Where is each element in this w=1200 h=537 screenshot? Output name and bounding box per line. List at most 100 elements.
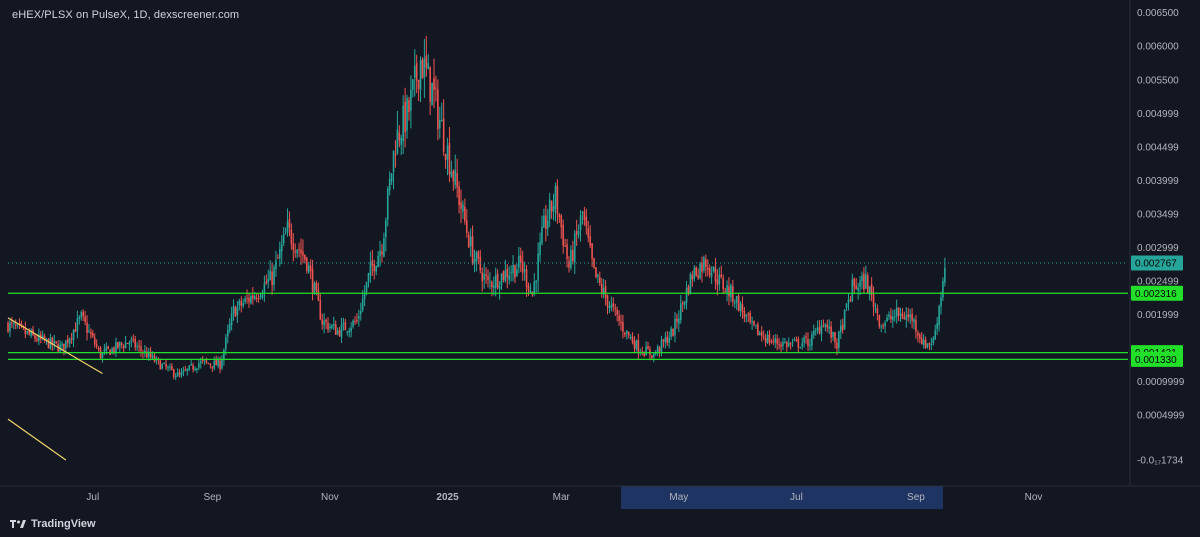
candle-body	[732, 286, 734, 302]
candle	[593, 257, 595, 269]
candle-body	[759, 332, 761, 336]
candle	[903, 311, 906, 320]
candle-body	[799, 347, 802, 349]
candle-body	[404, 101, 406, 133]
candle-body	[656, 346, 659, 354]
candle	[726, 280, 728, 302]
candle-body	[863, 273, 865, 290]
candle-body	[801, 343, 804, 347]
candle	[471, 225, 474, 266]
candle-body	[383, 238, 385, 257]
candle-body	[552, 206, 555, 213]
candle-body	[575, 230, 578, 235]
candle-body	[236, 306, 239, 316]
candle-body	[728, 286, 730, 297]
candle	[658, 345, 661, 358]
x-tick-label: 2025	[436, 492, 459, 503]
candle	[284, 227, 287, 235]
price-axis[interactable]: 0.006500 0.006000 0.005500 0.004999 0.004499…	[1137, 8, 1185, 466]
candle	[624, 331, 626, 338]
candle	[292, 233, 295, 262]
candle-body	[876, 308, 879, 314]
candle-body	[633, 341, 636, 349]
candle	[866, 272, 869, 294]
candle-body	[706, 267, 709, 270]
candle	[448, 126, 451, 183]
candle-body	[363, 292, 366, 299]
candle	[140, 340, 142, 357]
candle-body	[787, 342, 790, 347]
candle-body	[820, 324, 823, 335]
candle-body	[699, 263, 701, 279]
candle	[516, 263, 518, 277]
candle-body	[223, 349, 225, 361]
candle-body	[456, 173, 458, 188]
highlighted-range	[621, 486, 943, 509]
candle-body	[789, 343, 792, 345]
candle	[795, 336, 798, 342]
candle	[546, 208, 549, 237]
candle	[575, 219, 578, 246]
candle-body	[61, 343, 63, 346]
candle	[82, 309, 84, 321]
candle-body	[413, 66, 416, 78]
candle-body	[136, 346, 138, 348]
candle-body	[616, 309, 618, 315]
candle-body	[460, 202, 462, 209]
candle-body	[637, 339, 640, 354]
candle	[163, 362, 165, 365]
candle-body	[444, 154, 447, 161]
candle	[614, 303, 617, 317]
candle-body	[74, 329, 77, 332]
candle	[606, 294, 609, 315]
candle	[681, 300, 684, 313]
x-tick-label: Jul	[86, 492, 99, 503]
candle	[171, 363, 173, 371]
candle	[367, 272, 370, 288]
candle	[469, 228, 472, 257]
candle-body	[169, 366, 171, 368]
x-tick-label: Mar	[553, 492, 571, 503]
candle	[196, 367, 198, 374]
candle	[689, 272, 692, 295]
candle-body	[365, 281, 368, 293]
candle-body	[275, 260, 277, 269]
candle	[174, 373, 177, 381]
candle-body	[712, 266, 715, 272]
time-axis[interactable]: Jul Sep Nov 2025 Mar May Jul Sep Nov	[86, 492, 1042, 503]
candle-body	[203, 360, 206, 362]
candle	[423, 38, 426, 99]
candle-body	[288, 219, 291, 228]
candle	[600, 278, 603, 298]
tradingview-brand[interactable]: TradingView	[10, 518, 96, 530]
candle	[230, 306, 233, 331]
candle	[479, 249, 482, 274]
candle-body	[358, 316, 360, 319]
candle	[383, 232, 385, 258]
candle	[489, 272, 491, 290]
candle	[78, 315, 81, 325]
candle	[481, 267, 484, 292]
candle-body	[593, 258, 595, 268]
candle	[408, 96, 410, 121]
candle-body	[847, 299, 850, 304]
candle	[20, 320, 23, 329]
candle	[512, 255, 514, 282]
candle-body	[400, 137, 403, 145]
candle-body	[329, 326, 331, 329]
candle	[691, 270, 694, 287]
candle	[809, 338, 811, 351]
candle	[344, 318, 347, 331]
candle	[622, 314, 624, 339]
candle-body	[859, 280, 861, 287]
candle	[119, 341, 121, 353]
candle	[14, 319, 17, 330]
candle	[552, 193, 555, 221]
candle	[211, 366, 214, 373]
candle	[280, 235, 283, 264]
candle-body	[84, 316, 86, 322]
candle-body	[537, 253, 539, 281]
candle	[462, 200, 464, 219]
x-tick-label: May	[669, 492, 688, 503]
